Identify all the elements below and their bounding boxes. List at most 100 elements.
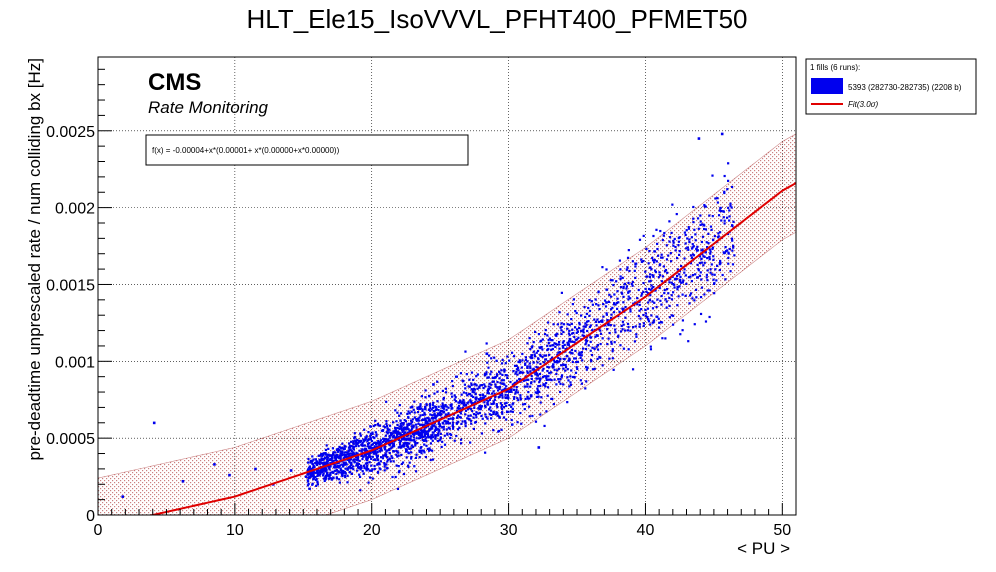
- data-point: [412, 426, 415, 429]
- data-point: [361, 448, 364, 451]
- data-point: [534, 391, 537, 394]
- data-point: [657, 276, 660, 279]
- data-point: [316, 462, 319, 465]
- data-point: [538, 390, 541, 394]
- data-point: [321, 469, 324, 472]
- data-point: [376, 442, 379, 445]
- data-point: [724, 246, 727, 249]
- data-point: [410, 457, 413, 460]
- data-point: [645, 290, 648, 293]
- data-point: [325, 453, 328, 456]
- data-point: [366, 445, 369, 448]
- data-point: [700, 286, 704, 289]
- data-point: [405, 456, 408, 459]
- data-point: [700, 240, 703, 244]
- data-point: [689, 254, 693, 257]
- data-point: [490, 413, 493, 417]
- data-point: [698, 274, 702, 277]
- data-point: [574, 349, 577, 353]
- data-point: [459, 412, 463, 415]
- data-point: [622, 347, 625, 350]
- data-point: [485, 342, 488, 345]
- data-point: [497, 429, 501, 433]
- data-point: [570, 322, 573, 325]
- data-point: [463, 383, 467, 386]
- data-point: [672, 282, 675, 286]
- data-point: [581, 329, 585, 332]
- data-point: [678, 253, 681, 256]
- data-point: [475, 416, 478, 419]
- data-point: [503, 368, 506, 371]
- data-point: [651, 256, 654, 260]
- data-point: [585, 380, 588, 383]
- data-point: [331, 471, 335, 474]
- data-point: [451, 380, 454, 383]
- data-point: [335, 449, 339, 452]
- data-point: [427, 434, 430, 437]
- data-point: [470, 382, 473, 385]
- data-point: [372, 452, 375, 455]
- data-point: [649, 348, 653, 351]
- data-point: [669, 236, 672, 239]
- data-point: [548, 337, 551, 340]
- data-point: [671, 203, 674, 206]
- data-point: [427, 449, 431, 452]
- data-point: [709, 250, 712, 253]
- data-point: [354, 439, 357, 442]
- data-point: [510, 390, 513, 393]
- data-point: [426, 447, 429, 451]
- data-point: [409, 430, 412, 433]
- data-point: [532, 361, 535, 364]
- data-point: [517, 360, 520, 364]
- data-point: [675, 274, 679, 278]
- data-point: [637, 314, 640, 318]
- data-point: [633, 269, 636, 272]
- data-point: [377, 441, 380, 444]
- data-point: [402, 445, 405, 448]
- data-point: [526, 378, 529, 381]
- data-point: [529, 366, 532, 370]
- data-point: [488, 398, 491, 401]
- data-point: [684, 274, 687, 277]
- data-point: [390, 434, 393, 437]
- data-point: [724, 278, 727, 281]
- data-point: [539, 339, 543, 342]
- data-point: [642, 234, 645, 238]
- data-point: [597, 291, 600, 294]
- data-point: [423, 423, 426, 426]
- data-point: [323, 479, 326, 483]
- data-point: [530, 346, 534, 349]
- data-point: [326, 458, 329, 461]
- data-point: [405, 450, 408, 453]
- data-point: [625, 268, 628, 271]
- data-point: [351, 453, 354, 456]
- data-point: [557, 356, 560, 360]
- data-point: [356, 438, 359, 442]
- data-point: [644, 270, 647, 273]
- data-point: [551, 344, 554, 347]
- data-point: [358, 475, 362, 478]
- data-point: [536, 372, 539, 375]
- data-point: [660, 294, 663, 298]
- data-point: [605, 312, 608, 315]
- data-point: [360, 454, 363, 457]
- data-point: [402, 423, 405, 426]
- data-point: [650, 314, 653, 317]
- data-point: [365, 436, 368, 439]
- data-point: [308, 466, 311, 469]
- data-point: [399, 434, 402, 437]
- data-point: [428, 404, 432, 407]
- data-point: [444, 413, 447, 416]
- data-point: [670, 314, 673, 317]
- data-point: [513, 381, 516, 385]
- data-point: [543, 375, 546, 378]
- data-point-outlier: [181, 479, 185, 483]
- data-point: [661, 337, 664, 340]
- data-point: [471, 388, 474, 391]
- data-point: [485, 415, 488, 419]
- data-point: [682, 279, 685, 282]
- data-point: [589, 349, 592, 352]
- data-point: [307, 457, 310, 461]
- data-point: [437, 422, 440, 425]
- data-point: [310, 475, 313, 478]
